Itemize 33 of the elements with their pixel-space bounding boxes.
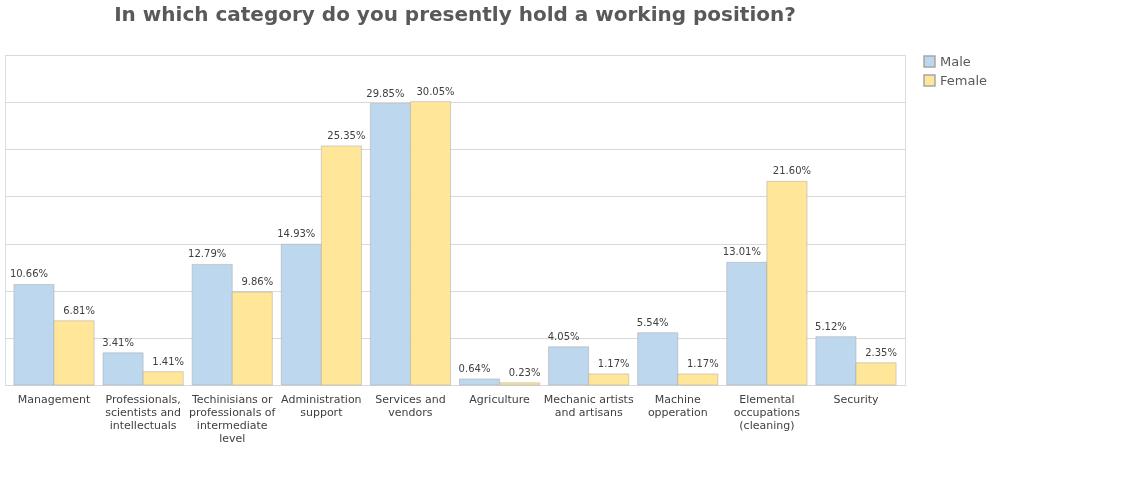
x-tick-label: Machine opperation xyxy=(647,392,708,419)
data-label: 1.17% xyxy=(686,357,719,369)
x-tick-label: Elemental occupations (cleaning) xyxy=(733,392,801,432)
data-label: 21.60% xyxy=(772,165,811,177)
data-label: 9.86% xyxy=(241,276,274,288)
x-tick-label: Mechanic artists and artisans xyxy=(543,392,634,419)
x-tick-label: Services and vendors xyxy=(375,392,446,419)
data-label: 25.35% xyxy=(327,129,366,141)
data-label: 30.05% xyxy=(416,85,455,97)
data-label: 12.79% xyxy=(188,248,227,260)
legend-label: Female xyxy=(940,72,988,88)
chart-title: In which category do you presently hold a working position? xyxy=(114,2,796,26)
data-label: 0.64% xyxy=(458,362,491,374)
x-tick-label: Security xyxy=(833,392,880,406)
x-tick-label: Administration support xyxy=(281,392,362,419)
data-label: 5.12% xyxy=(815,320,847,332)
x-tick-label: Management xyxy=(17,392,91,406)
data-label: 10.66% xyxy=(9,268,49,280)
data-label: 3.41% xyxy=(102,336,134,348)
data-label: 14.93% xyxy=(277,228,316,240)
x-tick-label: Professionals, scientists and intellectuals xyxy=(105,392,182,432)
legend-label: Male xyxy=(940,53,971,69)
data-label: 4.05% xyxy=(547,330,580,342)
x-tick-label: Techinisians or professionals of intermediate level xyxy=(188,392,277,445)
data-label: 13.01% xyxy=(722,246,761,258)
data-label: 2.35% xyxy=(865,346,897,358)
data-label: 29.85% xyxy=(366,87,405,99)
data-label: 0.23% xyxy=(508,366,541,378)
data-label: 1.41% xyxy=(152,355,185,367)
data-label: 5.54% xyxy=(636,316,669,328)
data-label: 1.17% xyxy=(597,357,630,369)
x-tick-label: Agriculture xyxy=(469,392,531,406)
data-label: 6.81% xyxy=(63,304,95,316)
